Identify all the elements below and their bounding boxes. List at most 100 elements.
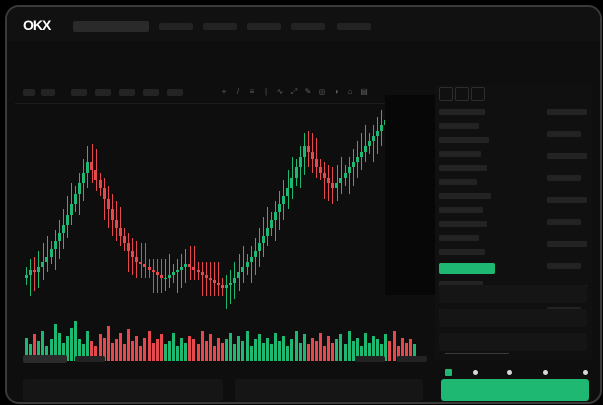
vertline-icon[interactable]: | [264, 87, 268, 96]
pager-dot-3[interactable] [507, 370, 512, 375]
nav-item-3[interactable] [247, 23, 281, 30]
candle-body [123, 235, 126, 244]
pager-dots[interactable] [437, 367, 592, 377]
pager-dot-2[interactable] [473, 370, 478, 375]
wave-icon[interactable]: ∿ [276, 87, 284, 96]
tool-interval-5[interactable] [119, 89, 135, 96]
measure-icon[interactable]: ⤢ [290, 87, 298, 96]
volume-histogram[interactable] [15, 307, 431, 361]
volume-bar [335, 339, 339, 361]
order-form-field-3[interactable] [439, 333, 587, 351]
primary-cta-button[interactable] [441, 379, 589, 401]
candle-body [135, 256, 139, 262]
orderbook-highlight-row[interactable] [439, 263, 495, 274]
volume-bar [143, 337, 147, 361]
volume-bar [151, 342, 155, 361]
pager-dot-4[interactable] [543, 370, 548, 375]
brush-icon[interactable]: ✎ [304, 87, 312, 96]
chart-panel[interactable]: + / ≡ | ∿ ⤢ ✎ ◎ ◑ ⌂ ▤ [15, 85, 431, 361]
candle-wick [348, 156, 350, 194]
chart-footer-action-2[interactable] [397, 356, 427, 362]
candle-body [257, 243, 261, 252]
volume-bar [388, 341, 392, 361]
volume-bar [139, 346, 143, 361]
fib-icon[interactable]: ≡ [249, 87, 255, 96]
price-candlestick-chart[interactable] [15, 99, 431, 309]
volume-bar [123, 344, 126, 361]
volume-bar [319, 332, 322, 361]
orderbook-row [439, 235, 479, 241]
order-form-field-2[interactable] [439, 309, 587, 327]
lock-icon[interactable]: ⌂ [347, 87, 353, 96]
volume-bar [57, 332, 61, 361]
okx-logo[interactable]: OKX [23, 17, 51, 33]
orderbook-row-right [547, 131, 581, 137]
tool-interval-1[interactable] [23, 89, 35, 96]
volume-bar [261, 342, 265, 361]
orderbook-view-tabs[interactable] [439, 87, 589, 101]
tool-interval-4[interactable] [95, 89, 111, 96]
volume-bar [245, 331, 249, 361]
tool-interval-2[interactable] [41, 89, 55, 96]
trendline-icon[interactable]: / [236, 87, 240, 96]
volume-bar [110, 342, 114, 361]
chart-footer-action-1[interactable] [355, 356, 385, 362]
volume-bar [155, 339, 159, 361]
chart-footer-tab-2[interactable] [75, 356, 105, 362]
candle-body [45, 256, 49, 262]
bottom-panel-orders[interactable] [23, 379, 223, 401]
chart-footer-tab-active[interactable] [23, 355, 67, 363]
nav-item-4[interactable] [291, 23, 325, 30]
candle-body [118, 227, 122, 236]
volume-bar [82, 344, 86, 361]
candle-body [237, 272, 241, 278]
order-form-field-1[interactable] [439, 285, 587, 303]
candle-body [143, 264, 147, 267]
eye-icon[interactable]: ◎ [318, 87, 326, 96]
bottom-panel-positions[interactable] [235, 379, 423, 401]
candle-body [151, 269, 155, 273]
candle-body [98, 180, 102, 189]
candle-wick [205, 261, 207, 296]
candle-wick [120, 206, 122, 246]
tool-interval-7[interactable] [167, 89, 183, 96]
pager-dot-5[interactable] [583, 370, 588, 375]
candle-body [216, 282, 220, 286]
volume-bar [216, 337, 220, 361]
volume-bar [147, 331, 151, 361]
book-both-icon[interactable] [439, 87, 453, 101]
candle-body [25, 274, 28, 278]
nav-item-1[interactable] [159, 23, 193, 30]
tool-interval-3[interactable] [71, 89, 87, 96]
orderbook-row-right [547, 175, 581, 181]
candle-body [249, 256, 253, 262]
nav-search-field[interactable] [73, 21, 149, 32]
book-asks-icon[interactable] [471, 87, 485, 101]
volume-bar [86, 331, 90, 361]
candle-body [265, 227, 269, 236]
candle-wick [340, 156, 342, 194]
candle-body [347, 167, 351, 173]
nav-item-5[interactable] [337, 23, 371, 30]
trash-icon[interactable]: ▤ [360, 87, 368, 96]
nav-item-2[interactable] [203, 23, 237, 30]
candle-body [184, 264, 188, 267]
tool-interval-6[interactable] [143, 89, 159, 96]
orderbook-row-right [547, 241, 587, 247]
candle-body [212, 280, 216, 283]
chart-overlay-blob [385, 95, 435, 295]
book-bids-icon[interactable] [455, 87, 469, 101]
tab-active-underline [445, 353, 509, 354]
magnet-icon[interactable]: ◑ [333, 87, 339, 96]
volume-bar [359, 346, 363, 361]
orderbook-row-right [547, 197, 587, 203]
volume-bar [212, 346, 216, 361]
candle-body [86, 162, 90, 173]
candle-body [102, 188, 106, 199]
candle-body [188, 264, 192, 267]
volume-bar [380, 344, 384, 361]
pager-dot-active[interactable] [445, 369, 452, 376]
crosshair-icon[interactable]: + [221, 87, 227, 96]
chart-toolbar[interactable]: + / ≡ | ∿ ⤢ ✎ ◎ ◑ ⌂ ▤ [15, 85, 431, 101]
candle-body [335, 183, 339, 189]
